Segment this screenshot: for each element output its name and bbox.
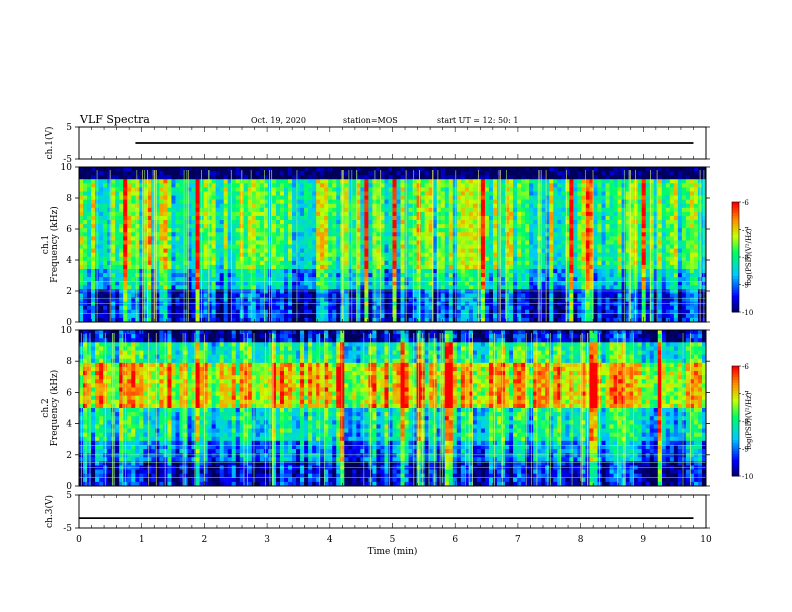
y-tick-label: 10 [61, 326, 73, 336]
x-tick-label: 7 [515, 535, 521, 545]
y-tick-label: -5 [63, 524, 72, 534]
y-tick-label: 8 [66, 194, 72, 204]
y-axis-label: ch.1(V) [44, 127, 55, 160]
spectrogram-cells [79, 330, 707, 487]
x-tick-label: 10 [700, 535, 712, 545]
ch2-colorbar: -6 -7 -8 -9 -10 log(PSD)(V²/Hz) [731, 363, 753, 481]
x-tick-label: 3 [264, 535, 270, 545]
y-axis-label: Frequency (kHz) [49, 370, 60, 447]
spectrogram-cells [79, 167, 707, 323]
colorbar-tick-label: -8 [742, 418, 749, 426]
colorbar-tick-label: -9 [742, 282, 749, 290]
colorbar-tick-label: -7 [742, 227, 749, 235]
figure-title: VLF Spectra [79, 113, 150, 126]
figure-header: VLF Spectra Oct. 19, 2020 station=MOS st… [79, 113, 518, 126]
y-tick-label: 2 [66, 287, 72, 297]
x-tick-label: 1 [139, 535, 145, 545]
y-tick-label: 6 [66, 225, 72, 235]
date-label: Oct. 19, 2020 [251, 116, 306, 125]
x-tick-label: 8 [578, 535, 584, 545]
ch1-colorbar: -6 -7 -8 -9 -10 log(PSD)(V²/Hz) [731, 199, 753, 317]
y-tick-label: 4 [66, 256, 72, 266]
ch1-voltage-panel: 5 -5 ch.1(V) [44, 123, 710, 165]
colorbar-tick-label: -7 [742, 391, 749, 399]
y-axis-label: ch.1 [41, 235, 51, 254]
x-tick-label: 0 [76, 535, 82, 545]
ch2-spectrogram-panel: 0 2 4 6 8 10 ch.2 Frequency (kHz) [41, 326, 710, 492]
colorbar-tick-label: -10 [742, 473, 753, 481]
x-tick-label: 5 [390, 535, 396, 545]
y-tick-label: 5 [66, 123, 72, 133]
y-tick-label: -5 [63, 155, 72, 165]
y-tick-label: 0 [66, 482, 72, 492]
colorbar-label: log(PSD)(V²/Hz) [745, 228, 753, 285]
x-tick-label: 6 [452, 535, 458, 545]
y-tick-label: 4 [66, 420, 72, 430]
y-axis-label: ch.2 [41, 398, 51, 417]
y-tick-label: 8 [66, 357, 72, 367]
colorbar-tick-label: -10 [742, 309, 753, 317]
colorbar-tick-label: -6 [742, 363, 749, 371]
x-tick-label: 4 [327, 535, 333, 545]
y-tick-label: 2 [66, 451, 72, 461]
y-tick-label: 5 [66, 491, 72, 501]
x-axis-label: Time (min) [368, 546, 418, 557]
plot-frame [78, 494, 707, 529]
y-tick-label: 6 [66, 388, 72, 398]
colorbar-tick-label: -8 [742, 254, 749, 262]
y-tick-label: 0 [66, 318, 72, 328]
y-axis-label: ch.3(V) [44, 495, 55, 528]
colorbar-tick-label: -9 [742, 446, 749, 454]
ch3-voltage-panel: 5 -5 ch.3(V) [44, 491, 710, 534]
y-tick-label: 10 [61, 163, 73, 173]
ch1-spectrogram-panel: 0 2 4 6 8 10 ch.1 Frequency (kHz) [41, 163, 710, 328]
time-axis: 0 1 2 3 4 5 6 7 8 9 10 Time (min) [76, 535, 712, 557]
x-tick-label: 2 [202, 535, 208, 545]
y-axis-label: Frequency (kHz) [49, 206, 60, 283]
start-time-label: start UT = 12: 50: 1 [437, 116, 518, 125]
x-tick-label: 9 [640, 535, 646, 545]
colorbar-label: log(PSD)(V²/Hz) [745, 392, 753, 449]
colorbar-tick-label: -6 [742, 199, 749, 207]
station-label: station=MOS [343, 116, 398, 125]
